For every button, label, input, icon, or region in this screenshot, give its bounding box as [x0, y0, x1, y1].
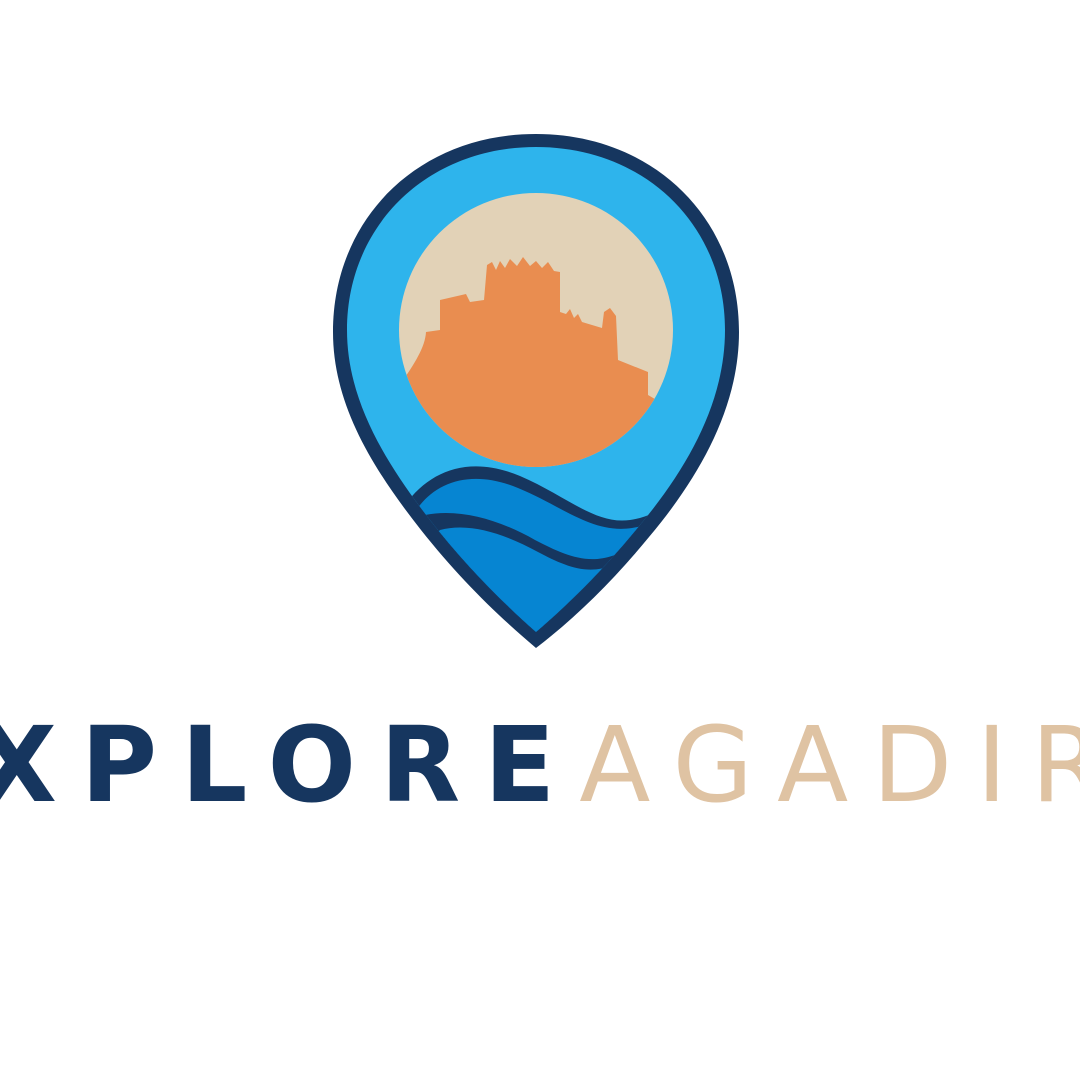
kasbah-silhouette	[399, 257, 673, 467]
map-pin-kasbah-sea-icon	[333, 134, 739, 648]
brand-wordmark: XPLORE AGADIR	[0, 705, 1080, 825]
brand-word-primary: XPLORE	[0, 704, 580, 826]
brand-word-secondary: AGADIR	[579, 704, 1080, 826]
